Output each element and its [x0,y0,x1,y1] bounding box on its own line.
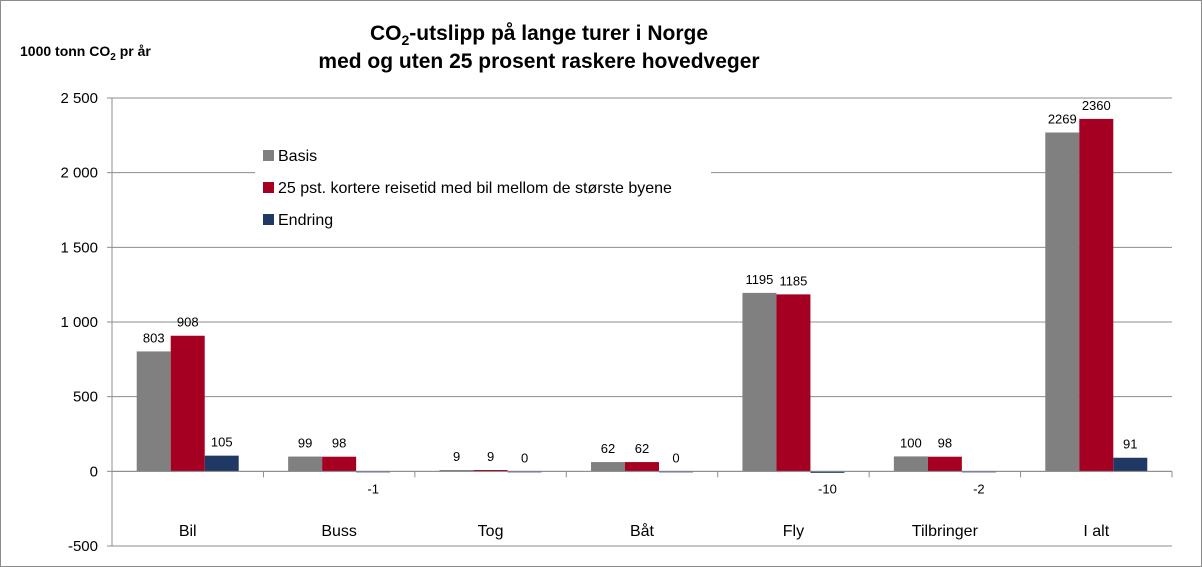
data-label: 100 [900,435,922,450]
bar [439,469,474,472]
axes: -500 0 500 1 000 1 500 2 000 2 500 Bil Buss Tog Bå… [20,43,1173,555]
data-label: 62 [601,441,615,456]
data-label: 99 [298,436,312,451]
data-label: 9 [487,449,494,464]
data-label: 98 [938,436,952,451]
data-label: -10 [818,481,837,496]
data-label: 908 [177,315,199,330]
category-label: Bil [179,523,197,540]
data-label: -1 [367,481,379,496]
y-tick-label: -500 [68,538,98,555]
category-label: I alt [1083,523,1109,540]
data-label: 98 [332,436,346,451]
bar [288,456,323,472]
title-line: med og uten 25 prosent raskere hovedvege… [318,50,759,73]
bar [1113,457,1148,472]
y-tick-label: 1 500 [60,239,98,256]
category-label: Tilbringer [912,523,979,540]
category-label: Fly [783,523,804,540]
bar [473,469,508,472]
data-label: 1195 [745,272,773,287]
y-tick-label: 2 000 [60,165,98,182]
y-tick-label: 2 500 [60,90,98,107]
y-tick-label: 0 [90,463,98,480]
data-label: 9 [453,449,460,464]
legend: Basis 25 pst. kortere reisetid med bil me… [255,139,711,235]
bar [204,455,239,472]
legend-swatch [263,214,274,225]
legend-label: Endring [278,212,333,229]
category-label: Båt [630,522,655,540]
bar [1045,132,1080,472]
bar [927,456,962,472]
y-tick-label: 500 [73,389,98,406]
data-labels: 8039996211951002269908989621185982360105… [143,98,1138,496]
data-label: 803 [143,330,165,345]
bar [322,456,357,472]
legend-label: 25 pst. kortere reisetid med bil mellom … [278,180,672,197]
bar [776,294,811,472]
y-axis-label: 1000 tonn CO2 pr år [20,43,151,63]
legend-swatch [263,182,274,193]
bar [742,292,777,472]
data-label: 2269 [1048,111,1077,126]
data-label: 105 [211,435,233,450]
category-label: Buss [321,523,357,540]
bar [810,471,845,473]
data-label: 2360 [1082,98,1111,113]
bar [893,456,928,472]
legend-box [255,139,711,235]
bar [625,462,659,472]
bars [136,118,1148,473]
data-label: 1185 [779,273,807,288]
data-label: 0 [672,450,679,465]
legend-label: Basis [278,148,317,165]
data-label: -2 [973,481,985,496]
data-label: 62 [635,441,649,456]
bar [591,462,625,472]
bar [1079,118,1114,472]
bar [136,351,171,472]
y-tick-label: 1 000 [60,314,98,331]
legend-swatch [263,150,274,161]
data-label: 0 [521,450,528,465]
bar [170,335,205,472]
title-line: CO2-utslipp på lange turer i Norge [370,22,708,48]
data-label: 91 [1123,437,1137,452]
category-label: Tog [478,523,504,540]
